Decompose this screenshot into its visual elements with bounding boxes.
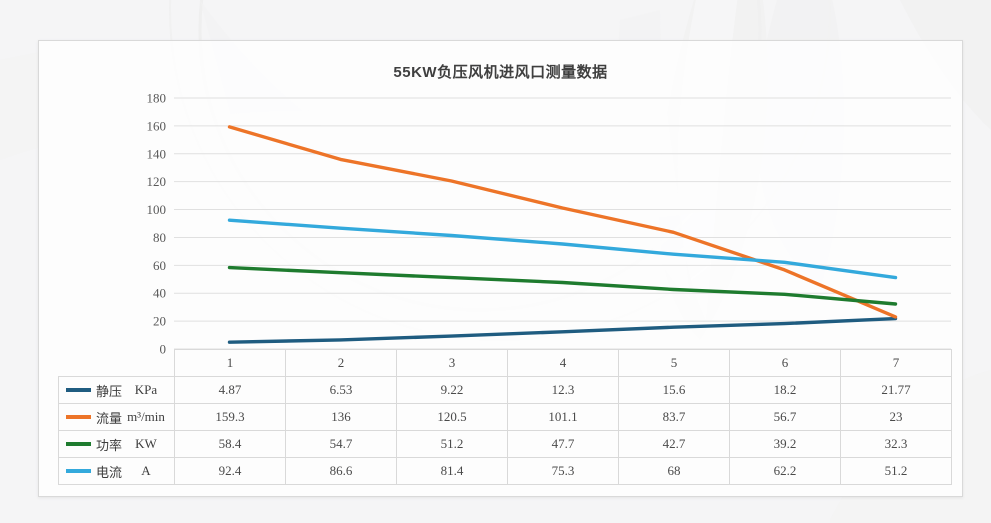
power-series-unit: KW <box>135 436 157 451</box>
chart-data-table: 1 2 3 4 5 6 7 静压 KPa 4.87 6.53 9.22 12.3 15.6 18.2 21.7… <box>58 349 952 485</box>
power-value-cell: 54.7 <box>285 430 397 458</box>
y-axis-tick-label: 140 <box>147 146 167 161</box>
flow-rate-value-cell: 83.7 <box>618 403 730 431</box>
flow-rate-value-cell: 159.3 <box>174 403 286 431</box>
static-pressure-value-cell: 21.77 <box>840 376 952 404</box>
y-axis-tick-label: 40 <box>153 286 166 301</box>
power-value-cell: 39.2 <box>729 430 841 458</box>
flow-rate-value-cell: 136 <box>285 403 397 431</box>
flow-rate-series-name: 流量 <box>96 410 123 426</box>
category-header-cell: 7 <box>840 349 952 377</box>
static-pressure-value-cell: 18.2 <box>729 376 841 404</box>
y-axis-tick-label: 0 <box>160 342 167 357</box>
category-header-cell: 1 <box>174 349 286 377</box>
power-value-cell: 32.3 <box>840 430 952 458</box>
y-axis-tick-label: 180 <box>147 91 167 106</box>
current-value-cell: 51.2 <box>840 457 952 485</box>
category-header-cell: 2 <box>285 349 397 377</box>
table-corner-blank <box>58 349 175 377</box>
static-pressure-series-unit: KPa <box>134 382 158 397</box>
y-axis-tick-label: 80 <box>153 230 166 245</box>
flow-rate-legend-cell: 流量 m³/min <box>58 403 175 431</box>
power-value-cell: 58.4 <box>174 430 286 458</box>
flow-rate-series-unit: m³/min <box>127 409 165 424</box>
power-value-cell: 51.2 <box>396 430 508 458</box>
static-pressure-series-name: 静压 <box>96 383 123 399</box>
current-legend-cell: 电流 A <box>58 457 175 485</box>
current-series-unit: A <box>141 463 151 478</box>
current-series-name: 电流 <box>96 464 123 480</box>
chart-card: 55KW负压风机进风口测量数据 180 160 140 120 100 80 60 40 20 0… <box>38 40 963 497</box>
static-pressure-legend-cell: 静压 KPa <box>58 376 175 404</box>
power-value-cell: 42.7 <box>618 430 730 458</box>
flow-rate-table-row: 流量 m³/min 159.3 136 120.5 101.1 83.7 56.7 23 <box>58 403 952 431</box>
static-pressure-value-cell: 12.3 <box>507 376 619 404</box>
flow-rate-line <box>227 125 898 319</box>
y-axis-tick-label: 20 <box>153 314 166 329</box>
category-header-cell: 6 <box>729 349 841 377</box>
current-legend-swatch-icon <box>66 469 91 473</box>
category-header-cell: 3 <box>396 349 508 377</box>
power-legend-swatch-icon <box>66 442 91 446</box>
flow-rate-value-cell: 23 <box>840 403 952 431</box>
power-line <box>227 265 898 306</box>
power-legend-cell: 功率 KW <box>58 430 175 458</box>
static-pressure-value-cell: 9.22 <box>396 376 508 404</box>
y-axis-tick-label: 60 <box>153 258 166 273</box>
static-pressure-table-row: 静压 KPa 4.87 6.53 9.22 12.3 15.6 18.2 21.77 <box>58 376 952 404</box>
static-pressure-line <box>227 316 898 344</box>
power-table-row: 功率 KW 58.4 54.7 51.2 47.7 42.7 39.2 32.3 <box>58 430 952 458</box>
flow-rate-value-cell: 120.5 <box>396 403 508 431</box>
category-header-cell: 5 <box>618 349 730 377</box>
flow-rate-value-cell: 101.1 <box>507 403 619 431</box>
y-axis-tick-label: 120 <box>147 174 167 189</box>
static-pressure-value-cell: 4.87 <box>174 376 286 404</box>
y-axis-tick-label: 100 <box>147 202 167 217</box>
static-pressure-value-cell: 6.53 <box>285 376 397 404</box>
static-pressure-value-cell: 15.6 <box>618 376 730 404</box>
current-value-cell: 75.3 <box>507 457 619 485</box>
power-series-name: 功率 <box>96 437 123 453</box>
category-header-cell: 4 <box>507 349 619 377</box>
current-value-cell: 92.4 <box>174 457 286 485</box>
flow-rate-value-cell: 56.7 <box>729 403 841 431</box>
current-value-cell: 86.6 <box>285 457 397 485</box>
current-value-cell: 62.2 <box>729 457 841 485</box>
current-table-row: 电流 A 92.4 86.6 81.4 75.3 68 62.2 51.2 <box>58 457 952 485</box>
static-pressure-legend-swatch-icon <box>66 388 91 392</box>
chart-title: 55KW负压风机进风口测量数据 <box>393 64 608 81</box>
y-axis-tick-label: 160 <box>147 118 167 133</box>
current-line <box>227 218 898 280</box>
power-value-cell: 47.7 <box>507 430 619 458</box>
flow-rate-legend-swatch-icon <box>66 415 91 419</box>
current-value-cell: 81.4 <box>396 457 508 485</box>
current-value-cell: 68 <box>618 457 730 485</box>
